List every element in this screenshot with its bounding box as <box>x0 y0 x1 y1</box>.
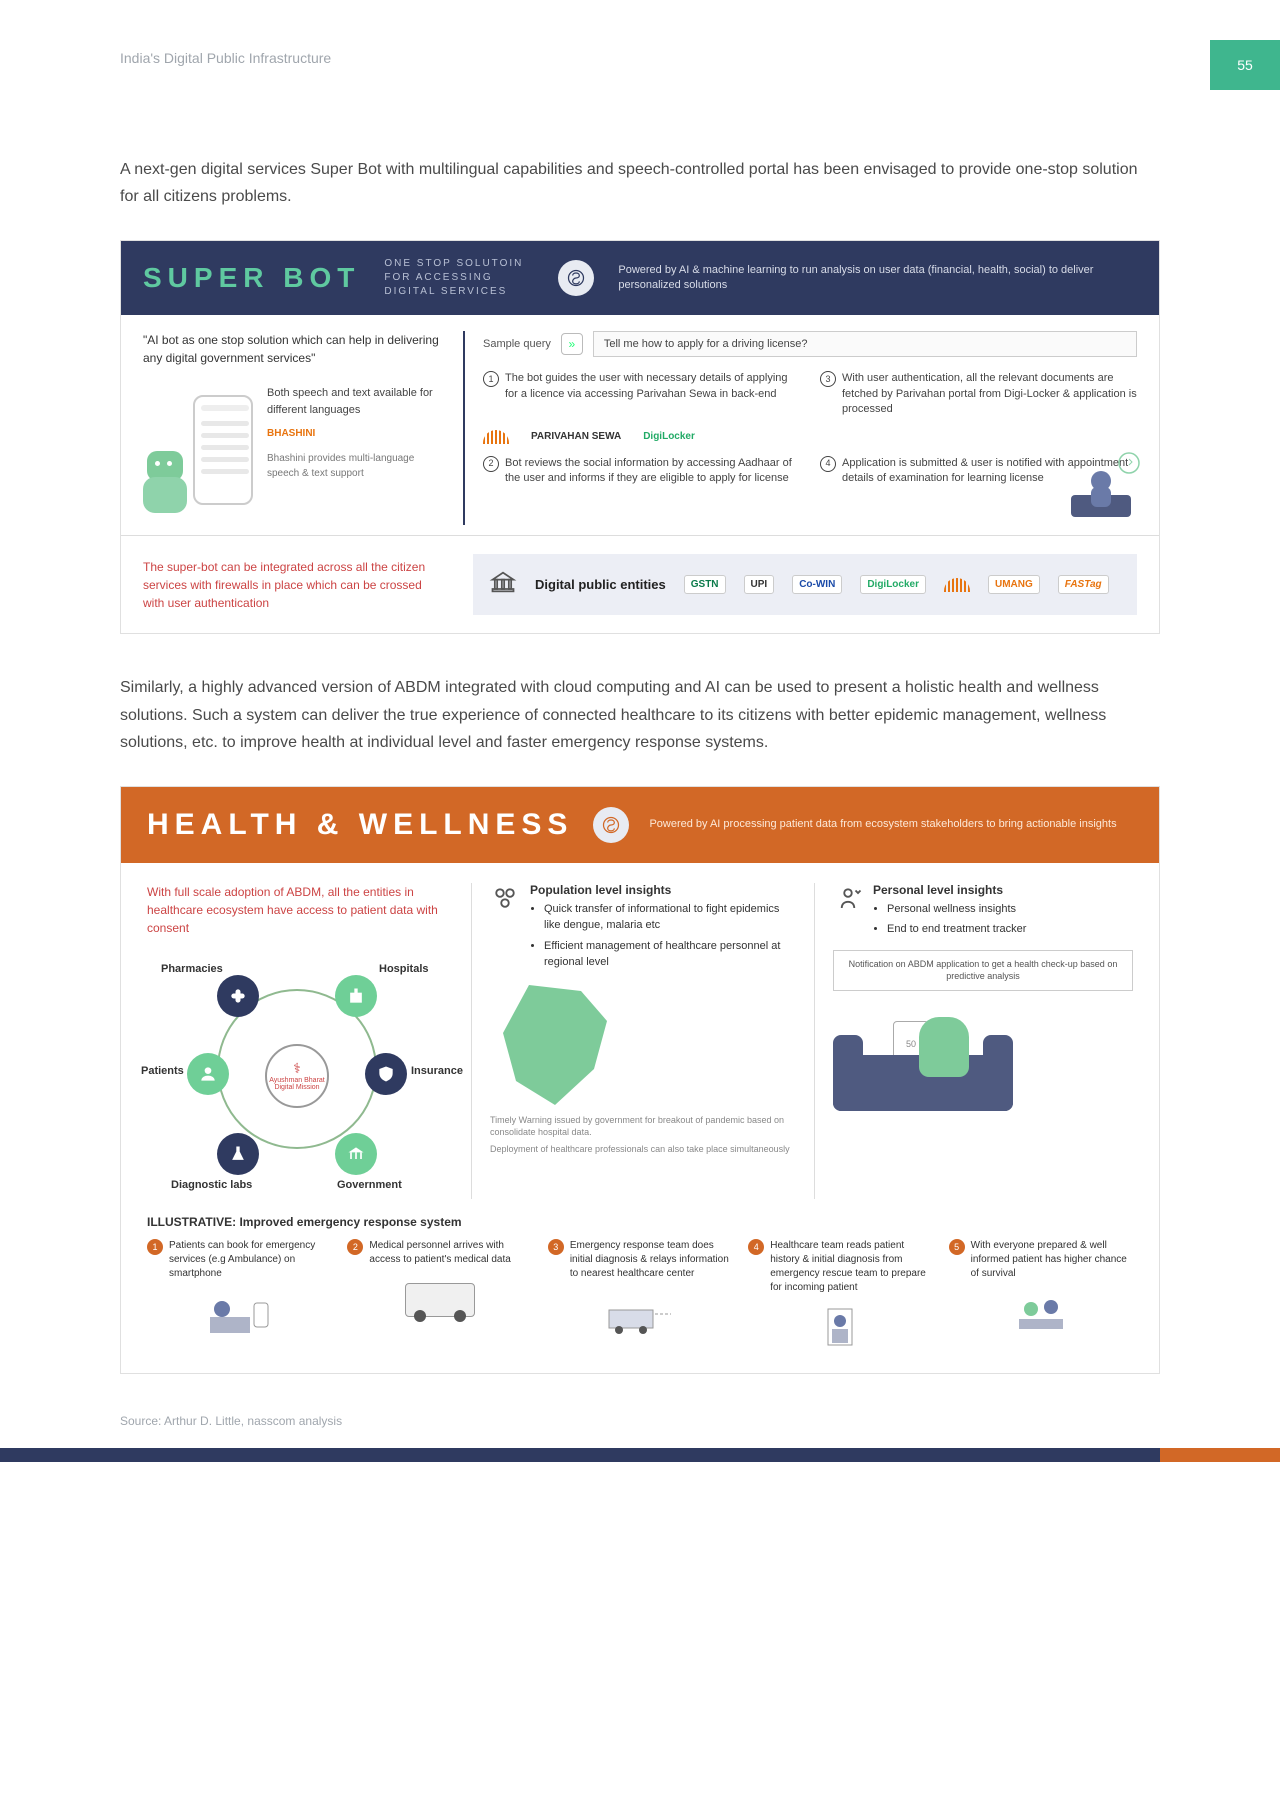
health-ecosystem-column: With full scale adoption of ABDM, all th… <box>147 883 447 1199</box>
er-step-5: 5With everyone prepared & well informed … <box>949 1239 1133 1353</box>
entity-upi: UPI <box>744 575 775 594</box>
er-illus-ambulance <box>347 1275 531 1325</box>
digilocker-logo: DigiLocker <box>643 431 695 442</box>
eco-node-hospitals <box>335 975 377 1017</box>
superbot-left-column: "AI bot as one stop solution which can h… <box>143 331 443 525</box>
brain-icon <box>593 807 629 843</box>
eco-label-pharmacies: Pharmacies <box>161 963 223 975</box>
entity-aadhaar <box>944 578 970 592</box>
entity-umang: UMANG <box>988 575 1040 594</box>
couch-user-illustration: 50 <box>833 1001 1013 1111</box>
seated-user-illustration <box>1061 445 1141 525</box>
health-intro-text: With full scale adoption of ABDM, all th… <box>147 883 447 937</box>
entity-digilocker: DigiLocker <box>860 575 926 594</box>
wellness-icon <box>833 883 863 918</box>
er-illus-patient <box>147 1289 331 1339</box>
eco-label-insurance: Insurance <box>411 1065 463 1077</box>
eco-node-government <box>335 1133 377 1175</box>
digital-entities-box: Digital public entities GSTN UPI Co-WIN … <box>473 554 1137 615</box>
population-column: Population level insights Quick transfer… <box>471 883 790 1199</box>
eco-node-labs <box>217 1133 259 1175</box>
er-step-2: 2Medical personnel arrives with access t… <box>347 1239 531 1353</box>
eco-label-hospitals: Hospitals <box>379 963 429 975</box>
health-powered-text: Powered by AI processing patient data fr… <box>649 817 1116 832</box>
personal-notification-box: Notification on ABDM application to get … <box>833 950 1133 991</box>
personal-bullet-2: End to end treatment tracker <box>887 921 1026 938</box>
mid-paragraph: Similarly, a highly advanced version of … <box>120 674 1160 756</box>
personal-title: Personal level insights <box>873 883 1026 897</box>
aadhaar-logo <box>483 430 509 444</box>
parivahan-logo: PARIVAHAN SEWA <box>531 431 621 442</box>
query-arrow-icon: » <box>561 333 583 355</box>
entity-cowin: Co-WIN <box>792 575 842 594</box>
superbot-panel: SUPER BOT ONE STOP SOLUTOIN FOR ACCESSIN… <box>120 240 1160 634</box>
bhashini-subtext: Bhashini provides multi-language speech … <box>267 451 443 481</box>
superbot-header: SUPER BOT ONE STOP SOLUTOIN FOR ACCESSIN… <box>121 241 1159 315</box>
sample-query-box: Tell me how to apply for a driving licen… <box>593 331 1137 357</box>
superbot-footer-text: The super-bot can be integrated across a… <box>143 558 443 612</box>
ecosystem-diagram: ⚕Ayushman Bharat Digital Mission Pharmac… <box>147 949 447 1199</box>
superbot-step-2: 2Bot reviews the social information by a… <box>483 456 800 487</box>
entities-label: Digital public entities <box>535 577 666 592</box>
health-header: HEALTH & WELLNESS Powered by AI processi… <box>121 787 1159 863</box>
er-illus-survival <box>949 1289 1133 1339</box>
page-number-badge: 55 <box>1210 40 1280 90</box>
ecosystem-center: ⚕Ayushman Bharat Digital Mission <box>265 1044 329 1108</box>
eco-label-labs: Diagnostic labs <box>171 1179 252 1191</box>
intro-paragraph: A next-gen digital services Super Bot wi… <box>120 156 1160 210</box>
emergency-response-row: 1Patients can book for emergency service… <box>147 1239 1133 1353</box>
superbot-step-1: 1The bot guides the user with necessary … <box>483 371 800 417</box>
superbot-quote: "AI bot as one stop solution which can h… <box>143 331 443 367</box>
people-group-icon <box>490 883 520 918</box>
population-caption-1: Timely Warning issued by government for … <box>490 1115 790 1138</box>
eco-label-government: Government <box>337 1179 402 1191</box>
entity-fastag: FASTag <box>1058 575 1109 594</box>
superbot-right-column: Sample query » Tell me how to apply for … <box>463 331 1137 525</box>
source-citation: Source: Arthur D. Little, nasscom analys… <box>120 1414 1160 1428</box>
illustrative-title: ILLUSTRATIVE: Improved emergency respons… <box>147 1215 1133 1229</box>
superbot-powered-text: Powered by AI & machine learning to run … <box>618 263 1137 294</box>
population-bullet-2: Efficient management of healthcare perso… <box>544 938 790 971</box>
population-bullet-1: Quick transfer of informational to fight… <box>544 901 790 934</box>
health-title: HEALTH & WELLNESS <box>147 808 573 842</box>
population-title: Population level insights <box>530 883 790 897</box>
personal-bullet-1: Personal wellness insights <box>887 901 1026 918</box>
eco-node-pharmacies <box>217 975 259 1017</box>
bhashini-label: BHASHINI <box>267 426 443 441</box>
er-illus-relay <box>548 1289 732 1339</box>
er-illus-healthcare-team <box>748 1303 932 1353</box>
personal-column: Personal level insights Personal wellnes… <box>814 883 1133 1199</box>
er-step-1: 1Patients can book for emergency service… <box>147 1239 331 1353</box>
entity-gstn: GSTN <box>684 575 726 594</box>
doc-title: India's Digital Public Infrastructure <box>120 50 331 66</box>
robot-phone-illustration <box>143 385 253 525</box>
india-map-illustration <box>490 985 620 1105</box>
eco-node-patients <box>187 1053 229 1095</box>
bank-icon <box>489 568 517 601</box>
eco-node-insurance <box>365 1053 407 1095</box>
er-step-3: 3Emergency response team does initial di… <box>548 1239 732 1353</box>
superbot-step-3: 3With user authentication, all the relev… <box>820 371 1137 417</box>
superbot-logo-row: PARIVAHAN SEWA DigiLocker <box>483 430 1137 444</box>
superbot-feature-text: Both speech and text available for diffe… <box>267 385 443 418</box>
superbot-title: SUPER BOT <box>143 262 360 294</box>
superbot-subtitle: ONE STOP SOLUTOIN FOR ACCESSING DIGITAL … <box>384 257 534 299</box>
er-step-4: 4Healthcare team reads patient history &… <box>748 1239 932 1353</box>
population-caption-2: Deployment of healthcare professionals c… <box>490 1144 790 1156</box>
sample-query-label: Sample query <box>483 338 551 350</box>
eco-label-patients: Patients <box>141 1065 184 1077</box>
page-bottom-bar <box>0 1448 1280 1462</box>
brain-icon <box>558 260 594 296</box>
health-panel: HEALTH & WELLNESS Powered by AI processi… <box>120 786 1160 1374</box>
